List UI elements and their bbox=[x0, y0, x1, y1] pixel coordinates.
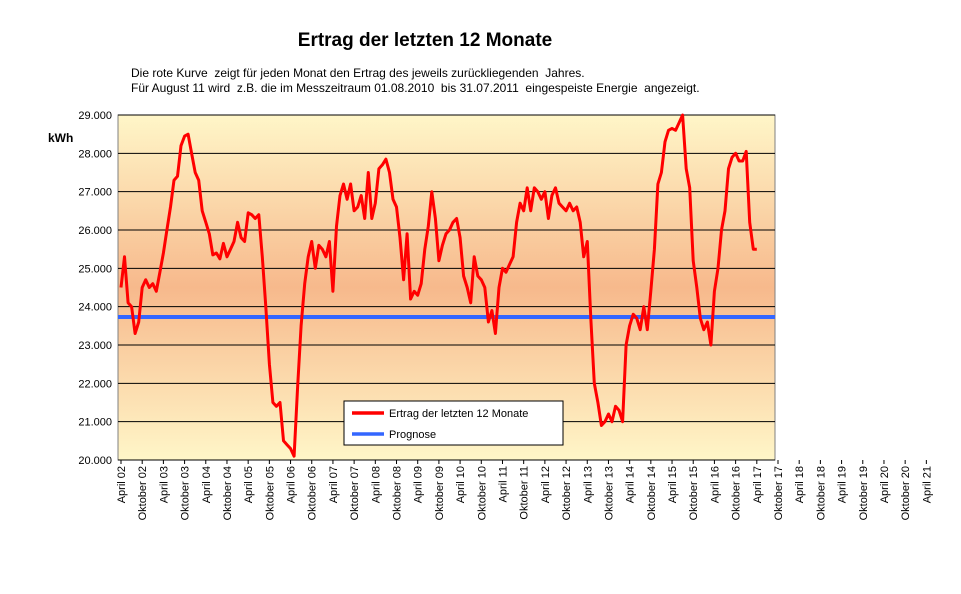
x-tick-label: April 18 bbox=[794, 466, 806, 503]
legend-label-ertrag: Ertrag der letzten 12 Monate bbox=[389, 408, 528, 420]
x-tick-label: Oktober 10 bbox=[476, 466, 488, 520]
x-axis: April 02 Oktober 02 April 03 Oktober 03 Apri… bbox=[116, 460, 933, 520]
grid-lines bbox=[118, 114, 775, 461]
subtitle-line-2: Für August 11 wird z.B. die im Messzeitr… bbox=[131, 81, 700, 95]
legend: Ertrag der letzten 12 Monate Prognose bbox=[343, 400, 564, 446]
x-tick-label: Oktober 04 bbox=[222, 466, 234, 520]
x-tick-label: Oktober 06 bbox=[307, 466, 319, 520]
x-tick-label: April 02 bbox=[116, 466, 128, 503]
x-tick-label: April 11 bbox=[497, 466, 509, 502]
legend-label-prognose: Prognose bbox=[389, 429, 436, 441]
x-tick-label: April 09 bbox=[413, 466, 425, 503]
x-tick-label: Oktober 19 bbox=[858, 466, 870, 520]
y-tick-label: 20.000 bbox=[78, 455, 112, 467]
x-tick-label: April 20 bbox=[879, 466, 891, 503]
y-tick-label: 22.000 bbox=[78, 378, 112, 390]
subtitle-line-1: Die rote Kurve zeigt für jeden Monat den… bbox=[131, 66, 585, 80]
x-tick-label: April 05 bbox=[243, 466, 255, 503]
series-line-ertrag bbox=[119, 113, 757, 458]
series-group bbox=[118, 113, 775, 458]
x-tick-label: April 04 bbox=[201, 466, 213, 503]
x-tick-label: Oktober 03 bbox=[180, 466, 192, 520]
x-tick-label: Oktober 14 bbox=[646, 466, 658, 520]
y-tick-label: 23.000 bbox=[78, 340, 112, 352]
x-tick-label: Oktober 20 bbox=[900, 466, 912, 520]
y-tick-label: 21.000 bbox=[78, 417, 112, 429]
y-tick-label: 26.000 bbox=[78, 225, 112, 237]
x-tick-label: Oktober 13 bbox=[603, 466, 615, 520]
chart-title: Ertrag der letzten 12 Monate bbox=[297, 30, 553, 51]
y-axis-label: kWh bbox=[48, 131, 73, 145]
y-tick-label: 28.000 bbox=[78, 148, 112, 160]
x-tick-label: April 12 bbox=[540, 466, 552, 503]
y-tick-label: 24.000 bbox=[78, 302, 112, 314]
x-tick-label: Oktober 11 bbox=[519, 466, 531, 520]
x-tick-label: Oktober 16 bbox=[731, 466, 743, 520]
y-tick-label: 25.000 bbox=[78, 263, 112, 275]
x-tick-label: April 15 bbox=[667, 466, 679, 503]
x-tick-label: Oktober 17 bbox=[773, 466, 785, 520]
x-tick-label: April 16 bbox=[709, 466, 721, 503]
y-tick-label: 29.000 bbox=[78, 110, 112, 122]
x-tick-label: April 10 bbox=[455, 466, 467, 503]
x-tick-label: April 06 bbox=[286, 466, 298, 503]
x-tick-label: April 14 bbox=[625, 466, 637, 503]
x-tick-label: Oktober 02 bbox=[137, 466, 149, 520]
x-tick-label: April 17 bbox=[752, 466, 764, 503]
x-tick-label: April 08 bbox=[370, 466, 382, 503]
x-tick-label: April 13 bbox=[582, 466, 594, 503]
x-tick-label: Oktober 08 bbox=[392, 466, 404, 520]
y-axis: 20.000 21.000 22.000 23.000 24.000 25.000 26.0… bbox=[78, 110, 112, 467]
x-tick-label: April 21 bbox=[921, 466, 933, 503]
x-tick-label: Oktober 12 bbox=[561, 466, 573, 520]
x-tick-label: Oktober 15 bbox=[688, 466, 700, 520]
x-tick-label: April 19 bbox=[837, 466, 849, 503]
legend-box bbox=[343, 400, 564, 446]
x-tick-label: Oktober 07 bbox=[349, 466, 361, 520]
x-tick-label: April 03 bbox=[158, 466, 170, 503]
y-tick-label: 27.000 bbox=[78, 187, 112, 199]
x-tick-label: Oktober 05 bbox=[264, 466, 276, 520]
x-tick-label: Oktober 09 bbox=[434, 466, 446, 520]
x-tick-label: April 07 bbox=[328, 466, 340, 503]
x-tick-label: Oktober 18 bbox=[815, 466, 827, 520]
